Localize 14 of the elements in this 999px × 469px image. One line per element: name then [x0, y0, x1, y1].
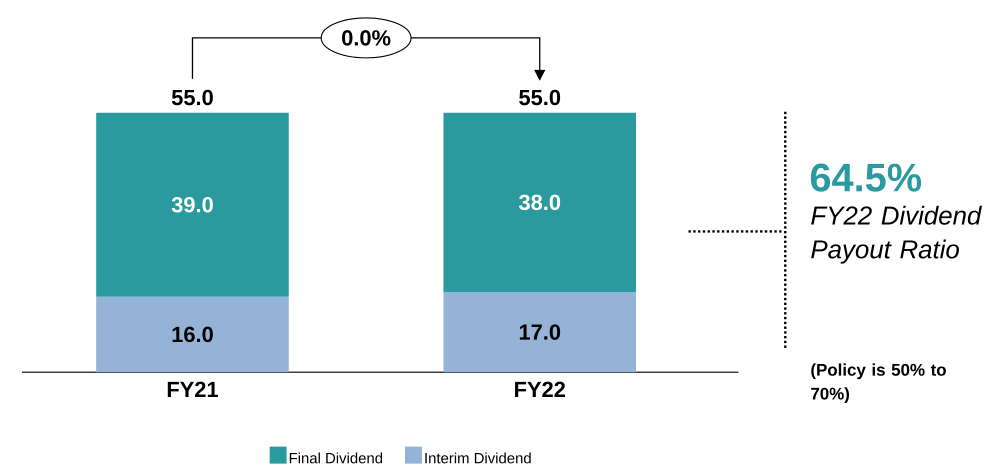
total-label: 55.0	[172, 90, 213, 106]
text: FY22 Dividend Payout Ratio	[811, 206, 982, 264]
text: 64.5%	[810, 164, 922, 192]
legend-label: Final Dividend	[290, 452, 382, 464]
data-label: 16.0	[172, 326, 213, 342]
x-tick-label: FY21	[168, 382, 218, 398]
total-label: 55.0	[519, 90, 560, 106]
x-tick-label: FY22	[515, 382, 565, 398]
legend-label: Interim Dividend	[425, 452, 531, 464]
text: 0.0%	[342, 30, 390, 46]
data-label: 39.0	[172, 197, 213, 213]
data-label: 17.0	[520, 324, 560, 340]
text: (Policy is 50% to 70%)	[811, 364, 946, 404]
data-label: 38.0	[518, 194, 560, 210]
